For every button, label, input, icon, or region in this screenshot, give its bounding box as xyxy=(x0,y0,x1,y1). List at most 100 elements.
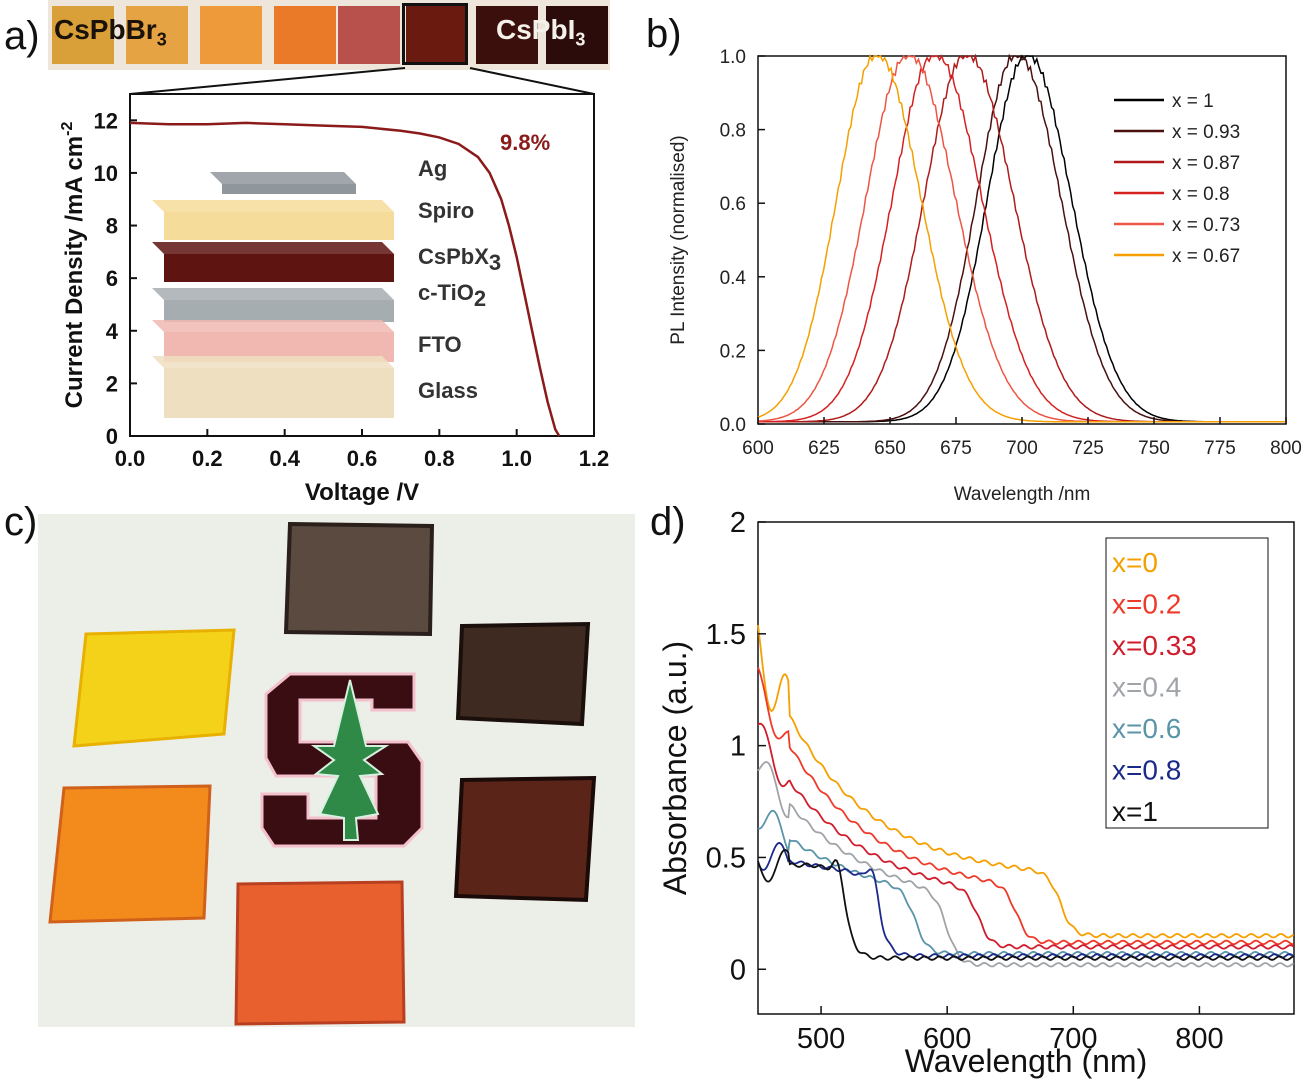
swatch-6 xyxy=(406,6,468,64)
layer-front-face xyxy=(164,368,394,418)
layer-top-face xyxy=(210,172,356,184)
film-yellow xyxy=(72,628,236,748)
y-tick-label: 0.6 xyxy=(720,194,746,215)
selected-swatch-frame xyxy=(402,3,468,65)
y-tick-label: 0.2 xyxy=(720,341,746,362)
stack-layer-label: Spiro xyxy=(418,198,474,223)
legend-label: x=0 xyxy=(1112,547,1158,578)
y-tick-label: 0.4 xyxy=(720,268,747,289)
x-tick-label: 1.0 xyxy=(501,446,532,471)
absorbance-series-line xyxy=(757,848,1295,961)
x-tick-label: 0.4 xyxy=(269,446,300,471)
x-tick-label: 775 xyxy=(1204,438,1236,459)
layer-front-face xyxy=(164,212,394,240)
x-tick-label: 0.2 xyxy=(192,446,223,471)
x-tick-label: 0.0 xyxy=(115,446,146,471)
legend-label: x = 1 xyxy=(1172,91,1214,112)
chart-b-pl-spectra: x = 1 x = 0.93 x = 0.87 x = 0.8 x = 0.73 x = … xyxy=(668,47,1302,505)
stack-layer-cspbx xyxy=(152,242,394,282)
x-tick-label: 1.2 xyxy=(579,446,610,471)
swatch-4 xyxy=(274,6,336,64)
stack-layer-label: FTO xyxy=(418,332,462,357)
x-tick-label: 600 xyxy=(923,1023,971,1055)
sample-swatch-strip: CsPbBr3 CsPbI3 xyxy=(48,0,610,70)
x-tick-label: 500 xyxy=(797,1023,845,1055)
absorbance-series-line xyxy=(757,722,1295,950)
jv-curve-line xyxy=(129,121,561,437)
absorbance-series-line xyxy=(757,667,1294,946)
swatch-label-cspbi3: CsPbI3 xyxy=(496,14,586,50)
panel-label-d: d) xyxy=(650,500,686,544)
layer-front-face xyxy=(164,300,394,322)
x-tick-label: 700 xyxy=(1006,438,1038,459)
layer-front-face xyxy=(164,254,394,282)
film-orange xyxy=(48,784,212,924)
legend-label: x = 0.87 xyxy=(1172,153,1240,174)
legend-label: x=0.33 xyxy=(1112,630,1197,661)
y-tick-label: 0 xyxy=(730,954,746,986)
y-tick-label: 1.5 xyxy=(706,619,746,651)
x-tick-label: 800 xyxy=(1175,1023,1223,1055)
plot-frame xyxy=(757,521,1295,1015)
x-tick-label: 700 xyxy=(1049,1023,1097,1055)
y-tick-label: 2 xyxy=(106,371,118,396)
swatch-2 xyxy=(126,6,188,64)
x-tick-label: 750 xyxy=(1138,438,1170,459)
film-dark-brown xyxy=(455,621,591,727)
x-tick-label: 800 xyxy=(1270,438,1302,459)
film-red-orange xyxy=(234,880,406,1026)
legend-label: x=0.6 xyxy=(1112,713,1181,744)
chart-a-jv-curve: Ag Spiro CsPbX3 c-TiO2 FTO Glass 9.8% 0.0 0.2 0.4… xyxy=(59,67,610,506)
x-tick-label: 0.8 xyxy=(424,446,455,471)
legend-label: x=0.4 xyxy=(1112,672,1181,703)
stack-layer-ag xyxy=(210,172,356,194)
y-tick-label: 2 xyxy=(730,507,746,539)
layer-front-face xyxy=(222,184,356,194)
panel-label-b: b) xyxy=(646,12,682,56)
stack-layer-fto xyxy=(152,320,394,362)
x-tick-label: 675 xyxy=(940,438,972,459)
y-tick-label: 1 xyxy=(730,731,746,763)
legend-label: x=0.2 xyxy=(1112,589,1181,620)
panel-label-a: a) xyxy=(4,14,40,58)
x-tick-label: 650 xyxy=(874,438,906,459)
film-brownish-top xyxy=(283,521,435,637)
y-tick-label: 0.8 xyxy=(720,121,746,142)
absorbance-series-line xyxy=(757,761,1295,968)
stanford-logo xyxy=(260,672,424,848)
stack-layer-spiro xyxy=(152,200,394,240)
y-tick-label: 12 xyxy=(94,108,118,133)
x-axis-title: Voltage /V xyxy=(305,479,419,506)
y-tick-label: 0.0 xyxy=(720,415,746,436)
swatch-5 xyxy=(338,6,400,64)
legend-label: x = 0.93 xyxy=(1172,122,1240,143)
stack-layer-label: Glass xyxy=(418,378,478,403)
y-tick-label: 0 xyxy=(106,424,118,449)
stack-layer-label: CsPbX3 xyxy=(418,244,501,275)
x-axis-title: Wavelength /nm xyxy=(954,484,1091,505)
stack-layer-glass xyxy=(152,356,394,418)
swatch-3 xyxy=(200,6,262,64)
layer-top-face xyxy=(152,288,394,300)
absorbance-series-line xyxy=(757,624,1295,939)
legend-label: x = 0.73 xyxy=(1172,215,1240,236)
layer-top-face xyxy=(152,320,394,332)
film-dark-red xyxy=(453,775,597,903)
y-tick-label: 8 xyxy=(106,214,118,239)
stack-layer-label: Ag xyxy=(418,156,447,181)
x-tick-label: 725 xyxy=(1072,438,1104,459)
x-tick-label: 0.6 xyxy=(347,446,378,471)
legend-label: x = 0.8 xyxy=(1172,184,1230,205)
y-tick-label: 4 xyxy=(106,319,119,344)
y-tick-label: 6 xyxy=(106,266,118,291)
legend-label: x = 0.67 xyxy=(1172,246,1240,267)
x-tick-label: 600 xyxy=(742,438,774,459)
zoom-connector-left xyxy=(129,67,406,95)
swatch-7 xyxy=(476,6,538,64)
x-axis-title: Wavelength (nm) xyxy=(905,1043,1147,1079)
stack-layer-ctio xyxy=(152,288,394,322)
y-axis-title: Absorbance (a.u.) xyxy=(657,641,693,895)
layer-top-face xyxy=(152,242,394,254)
photo-panel-c xyxy=(38,514,635,1027)
